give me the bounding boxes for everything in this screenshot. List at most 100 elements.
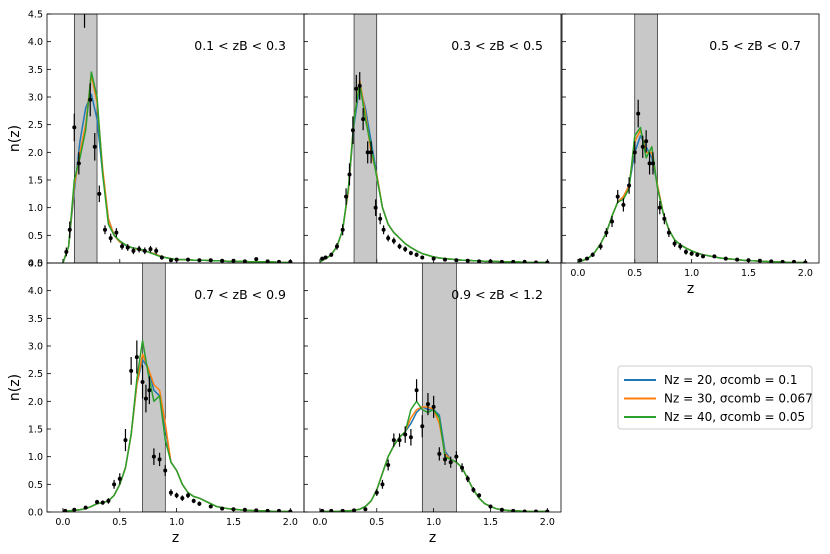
data-point [511,508,516,512]
data-point [365,150,370,155]
data-point [344,194,349,199]
data-point [154,248,159,253]
data-point [159,255,164,260]
data-point [420,255,425,260]
panel-annotation: 0.3 < zB < 0.5 [451,38,543,53]
data-point [168,258,173,263]
legend-label: Nz = 20, σcomb = 0.1 [664,373,797,387]
data-point [391,238,396,243]
data-point [186,493,191,498]
data-point [712,254,717,259]
data-point [88,97,93,102]
data-point [143,396,148,401]
panel-annotation: 0.5 < zB < 0.7 [709,38,801,53]
data-point [647,161,652,166]
x-axis-label: z [687,281,694,297]
data-point [386,236,391,241]
data-point [220,506,225,511]
x-tick-label: 1.0 [684,268,699,279]
data-point [64,249,69,254]
data-point [140,379,145,384]
legend-label: Nz = 30, σcomb = 0.067 [664,392,813,406]
data-point [590,252,595,257]
data-point [186,257,191,262]
y-tick-label: 2.5 [28,120,43,131]
redshift-band [353,14,378,263]
data-point [92,144,97,149]
data-point [180,496,185,501]
data-point [499,259,504,263]
x-axis-label: z [172,530,179,546]
data-point [147,388,152,393]
data-point [391,438,396,443]
x-tick-label: 0.0 [55,517,70,528]
panel: 0.0 0.5 1.0 1.5 2.0 2.5 3.0 3.5 4.0 4.5 0.1 < zB <… [7,10,305,270]
data-point [636,111,641,116]
data-point [378,216,383,221]
data-point [533,260,538,263]
data-point [76,161,81,166]
data-point [108,236,113,241]
data-point [329,252,334,257]
data-point [522,509,527,512]
data-point [689,251,694,256]
y-tick-label: 3.5 [28,314,43,325]
data-point [340,227,345,232]
y-tick-label: 1.5 [28,176,43,187]
data-point [242,507,247,512]
data-point [443,257,448,262]
data-point [197,501,202,506]
data-point [460,465,465,470]
data-point [369,150,374,155]
data-point [63,508,68,512]
y-tick-label: 4.5 [28,10,43,21]
y-tick-label: 1.0 [28,452,43,463]
y-axis-label: n(z) [7,374,23,401]
y-tick-label: 0.0 [28,508,43,519]
data-point [397,438,402,443]
data-point [657,205,662,210]
data-point [106,498,111,503]
data-point [208,504,213,509]
x-tick-label: 0.5 [369,517,384,528]
y-tick-label: 0.5 [28,480,43,491]
axes-frame [561,13,820,264]
x-tick-label: 1.5 [483,517,498,528]
data-point [254,257,259,262]
data-point [361,117,366,122]
data-point [374,490,379,495]
data-point [465,476,470,481]
panel-annotation: 0.1 < zB < 0.3 [194,38,286,53]
data-point [67,227,72,232]
data-point [610,219,615,224]
data-point [265,508,270,512]
data-point [123,438,128,443]
data-point [137,247,142,252]
data-point [598,244,603,249]
data-point [403,247,408,252]
series-line [62,359,291,512]
data-point [723,256,728,261]
data-point [125,245,130,250]
plot-area [62,14,293,263]
data-point [72,125,77,130]
plot-area [319,263,550,512]
data-point [114,230,119,235]
data-point [408,435,413,440]
y-tick-label: 3.5 [28,65,43,76]
x-tick-label: 2.0 [283,517,298,528]
data-point [117,476,122,481]
data-point [197,258,202,263]
x-tick-label: 2.0 [540,517,555,528]
data-point [454,258,459,263]
y-tick-label: 2.0 [28,397,43,408]
plot-area [62,263,293,512]
data-point [488,504,493,509]
y-tick-label: 0.0 [28,259,43,270]
data-point [769,259,774,263]
panel: 0.0 0.5 1.0 1.5 2.0 0.9 < zB < 1.2 z [303,262,562,546]
series-line [577,134,806,263]
data-point [666,230,671,235]
y-tick-label: 1.0 [28,203,43,214]
